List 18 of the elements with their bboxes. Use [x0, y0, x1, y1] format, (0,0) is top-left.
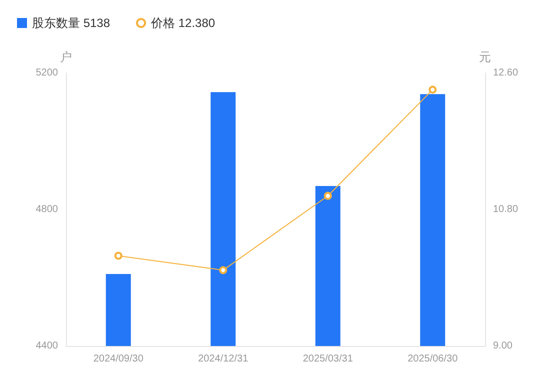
- y2-tick-label: 12.60: [493, 68, 518, 78]
- y-tick-label: 4800: [36, 204, 58, 215]
- x-tick-label: 2024/09/30: [93, 354, 144, 364]
- y-axis-title: 户: [60, 50, 72, 64]
- x-tick-label: 2025/03/31: [302, 354, 354, 364]
- y2-tick-label: 10.80: [493, 204, 518, 215]
- y-tick-label: 4400: [36, 340, 58, 352]
- x-tick-label: 2025/06/30: [408, 354, 458, 364]
- legend-label: 股东数量 5138: [32, 16, 110, 30]
- point: [114, 252, 122, 260]
- point: [324, 192, 332, 200]
- point: [219, 266, 228, 274]
- x-tick-label: 2024/12/31: [198, 354, 249, 364]
- y2-axis-title: 元: [479, 50, 491, 64]
- y-tick-label: 5200: [36, 68, 58, 78]
- point: [428, 86, 437, 94]
- legend-label: 价格 12.380: [150, 16, 216, 30]
- y2-tick-label: 9.00: [493, 340, 513, 352]
